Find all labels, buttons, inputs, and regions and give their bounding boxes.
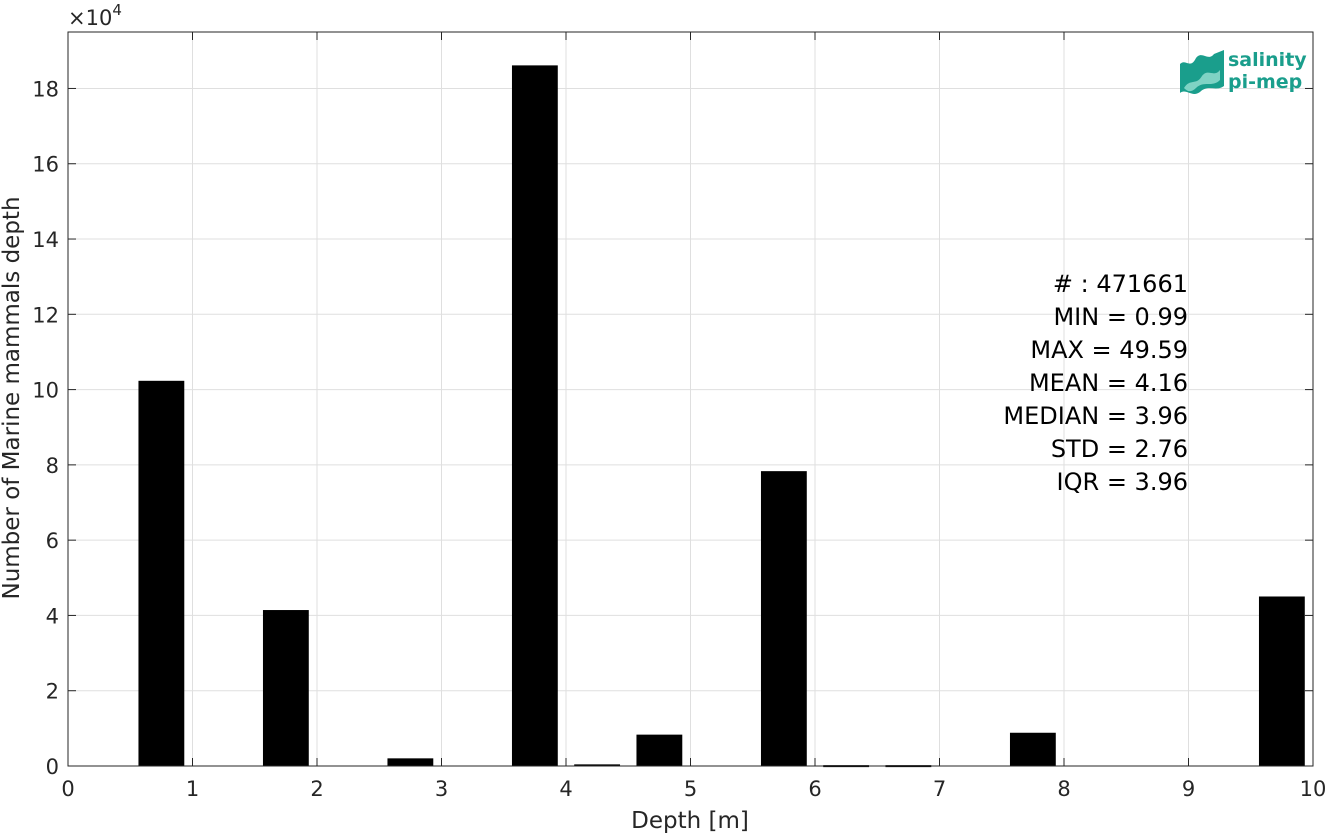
stat-line: MEDIAN = 3.96 [1003, 402, 1188, 430]
bar-0 [138, 380, 185, 767]
x-tick-label: 2 [310, 777, 323, 801]
y-tick-label: 0 [46, 755, 59, 779]
x-tick-label: 4 [559, 777, 572, 801]
stat-line: MIN = 0.99 [1053, 303, 1188, 331]
logo-text-line1: salinity [1228, 49, 1307, 71]
bar-2 [387, 758, 434, 767]
x-tick-label: 7 [933, 777, 946, 801]
y-axis-label: Number of Marine mammals depth [0, 196, 25, 599]
y-tick-label: 12 [32, 303, 59, 327]
x-tick-label: 1 [186, 777, 199, 801]
stat-line: IQR = 3.96 [1057, 468, 1188, 496]
bar-10 [1258, 596, 1305, 767]
x-axis-label: Depth [m] [631, 808, 749, 834]
x-tick-label: 5 [684, 777, 697, 801]
bar-1 [262, 610, 309, 767]
statistics-box: # : 471661 MIN = 0.99 MAX = 49.59 MEAN = 4.… [1003, 270, 1188, 496]
stat-line: MAX = 49.59 [1030, 336, 1188, 364]
x-tick-label: 0 [61, 777, 74, 801]
bars-group [138, 65, 1305, 768]
bar-5 [636, 734, 683, 767]
x-tick-label: 9 [1182, 777, 1195, 801]
stat-line: MEAN = 4.16 [1029, 369, 1188, 397]
exponent-base: ×10 [68, 6, 112, 30]
salinity-pimep-logo: salinity pi-mep [1180, 49, 1307, 94]
x-tick-label: 6 [808, 777, 821, 801]
bar-6 [760, 471, 807, 767]
y-axis-ticks: 0 2 4 6 8 10 12 14 16 18 [32, 77, 1313, 779]
y-tick-label: 4 [46, 604, 59, 628]
x-tick-label: 3 [435, 777, 448, 801]
logo-text-line2: pi-mep [1228, 71, 1302, 93]
grid-lines [67, 32, 1314, 767]
stat-line: STD = 2.76 [1051, 435, 1188, 463]
y-tick-label: 14 [32, 228, 59, 252]
logo-wave-highlight-icon [1184, 70, 1220, 92]
y-tick-label: 8 [46, 454, 59, 478]
y-tick-label: 2 [46, 680, 59, 704]
y-tick-label: 16 [32, 153, 59, 177]
bar-3 [511, 65, 558, 767]
exponent-power: 4 [112, 1, 122, 19]
x-axis-ticks: 0 1 2 3 4 5 6 7 8 9 10 [61, 32, 1326, 801]
y-exponent-label: ×104 [68, 1, 122, 30]
y-tick-label: 18 [32, 77, 59, 101]
x-tick-label: 10 [1300, 777, 1327, 801]
y-tick-label: 6 [46, 529, 59, 553]
bar-9 [1009, 732, 1056, 767]
y-tick-label: 10 [32, 379, 59, 403]
x-tick-label: 8 [1057, 777, 1070, 801]
stat-line: # : 471661 [1053, 270, 1188, 298]
